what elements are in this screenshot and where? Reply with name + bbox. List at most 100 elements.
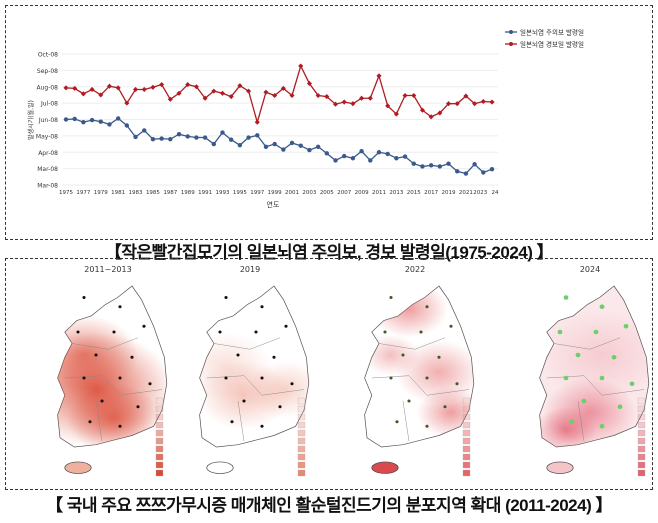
survey-site-marker: [278, 405, 282, 409]
data-point: [350, 156, 356, 161]
data-point: [489, 166, 495, 172]
chart-panel: [5, 5, 653, 240]
x-tick-label: 1999: [268, 190, 282, 196]
x-tick-label: 2011: [372, 190, 386, 196]
survey-site-marker: [593, 329, 599, 335]
legend-swatch: [297, 469, 306, 477]
survey-site-marker: [94, 353, 98, 357]
y-tick-label: Oct-08: [38, 52, 58, 59]
legend-swatch: [637, 413, 646, 421]
survey-site-marker: [290, 382, 294, 386]
survey-site-marker: [254, 330, 258, 334]
survey-site-marker: [130, 355, 134, 359]
x-tick-label: 2003: [302, 190, 316, 196]
x-tick-label: 1977: [76, 190, 90, 196]
data-point: [159, 82, 165, 88]
survey-site-marker: [272, 355, 276, 359]
x-tick-label: 1989: [181, 190, 195, 196]
data-point: [281, 147, 286, 152]
density-area: [539, 308, 649, 401]
survey-site-marker: [112, 330, 116, 334]
x-tick-label: 2019: [442, 190, 456, 196]
legend-swatch: [637, 429, 646, 437]
data-point: [185, 82, 191, 88]
x-tick-label: 2015: [407, 190, 421, 196]
survey-site-marker: [401, 353, 405, 357]
jeju-island: [206, 461, 234, 474]
data-point: [255, 133, 260, 138]
map-2019: [199, 285, 310, 474]
data-point: [463, 171, 469, 176]
map-title: 2024: [580, 265, 600, 274]
legend-swatch: [637, 461, 646, 469]
data-point: [367, 95, 373, 101]
data-point: [298, 143, 303, 148]
density-layer: [539, 308, 649, 447]
data-point: [133, 134, 138, 140]
legend-swatch: [462, 405, 471, 413]
x-tick-label: 1983: [129, 190, 143, 196]
data-point: [202, 135, 208, 140]
x-tick-label: 2007: [337, 190, 351, 196]
survey-site-marker: [623, 323, 629, 329]
legend-swatch: [637, 397, 646, 405]
density-area: [539, 406, 598, 447]
density-area: [199, 331, 273, 401]
x-tick-label: 1985: [146, 190, 160, 196]
survey-site-marker: [611, 355, 617, 360]
x-tick-label: 2013: [389, 190, 403, 196]
legend-swatch: [155, 421, 164, 429]
data-point: [63, 85, 69, 91]
data-point: [272, 92, 278, 99]
legend-swatch: [297, 397, 306, 405]
survey-site-marker: [88, 420, 92, 424]
jeju-island: [546, 461, 574, 474]
legend-swatch: [155, 453, 164, 461]
survey-site-marker: [224, 376, 228, 380]
y-tick-label: May-08: [36, 133, 58, 140]
legend-swatch: [462, 421, 471, 429]
legend-swatch: [637, 445, 646, 453]
data-point: [202, 95, 208, 101]
legend-swatch: [297, 445, 306, 453]
survey-site-marker: [425, 376, 429, 380]
legend-swatch: [637, 469, 646, 477]
legend-swatch: [637, 453, 646, 461]
x-tick-label: 1975: [59, 190, 73, 196]
legend-swatch: [155, 397, 164, 405]
survey-site-marker: [449, 324, 453, 328]
data-point: [150, 136, 156, 142]
data-point: [228, 94, 234, 100]
data-point: [142, 128, 147, 133]
survey-site-marker: [242, 399, 246, 403]
maps-panel: [5, 258, 653, 490]
y-tick-label: Apr-08: [38, 150, 58, 157]
data-point: [211, 141, 216, 147]
maps-caption: 【 국내 주요 쯔쯔가무시증 매개체인 활순털진드기의 분포지역 확대 (201…: [46, 496, 612, 515]
legend-swatch: [637, 421, 646, 429]
y-axis-label: 발생시기(월.일): [27, 100, 35, 140]
x-tick-label: 24: [492, 190, 499, 196]
data-point: [107, 122, 112, 127]
x-tick-label: 1995: [233, 190, 247, 196]
data-point: [115, 116, 121, 121]
data-point: [489, 99, 495, 105]
data-point: [307, 147, 312, 153]
map-title: 2022: [405, 265, 425, 274]
density-area: [67, 383, 161, 447]
data-point: [176, 132, 182, 137]
survey-site-marker: [581, 398, 587, 404]
data-point: [185, 134, 190, 139]
jeju-island: [64, 461, 92, 474]
legend-label: 일본뇌염 경보일 발령일: [520, 40, 584, 49]
survey-site-marker: [599, 424, 605, 429]
data-point: [394, 156, 399, 161]
data-point: [220, 130, 225, 135]
legend-swatch: [637, 437, 646, 445]
legend-marker: [509, 42, 513, 46]
legend-label: 일본뇌염 주의보 발령일: [520, 28, 584, 37]
data-point: [376, 73, 382, 79]
data-point: [263, 89, 269, 95]
survey-site-marker: [563, 295, 569, 300]
legend-swatch: [155, 405, 164, 413]
